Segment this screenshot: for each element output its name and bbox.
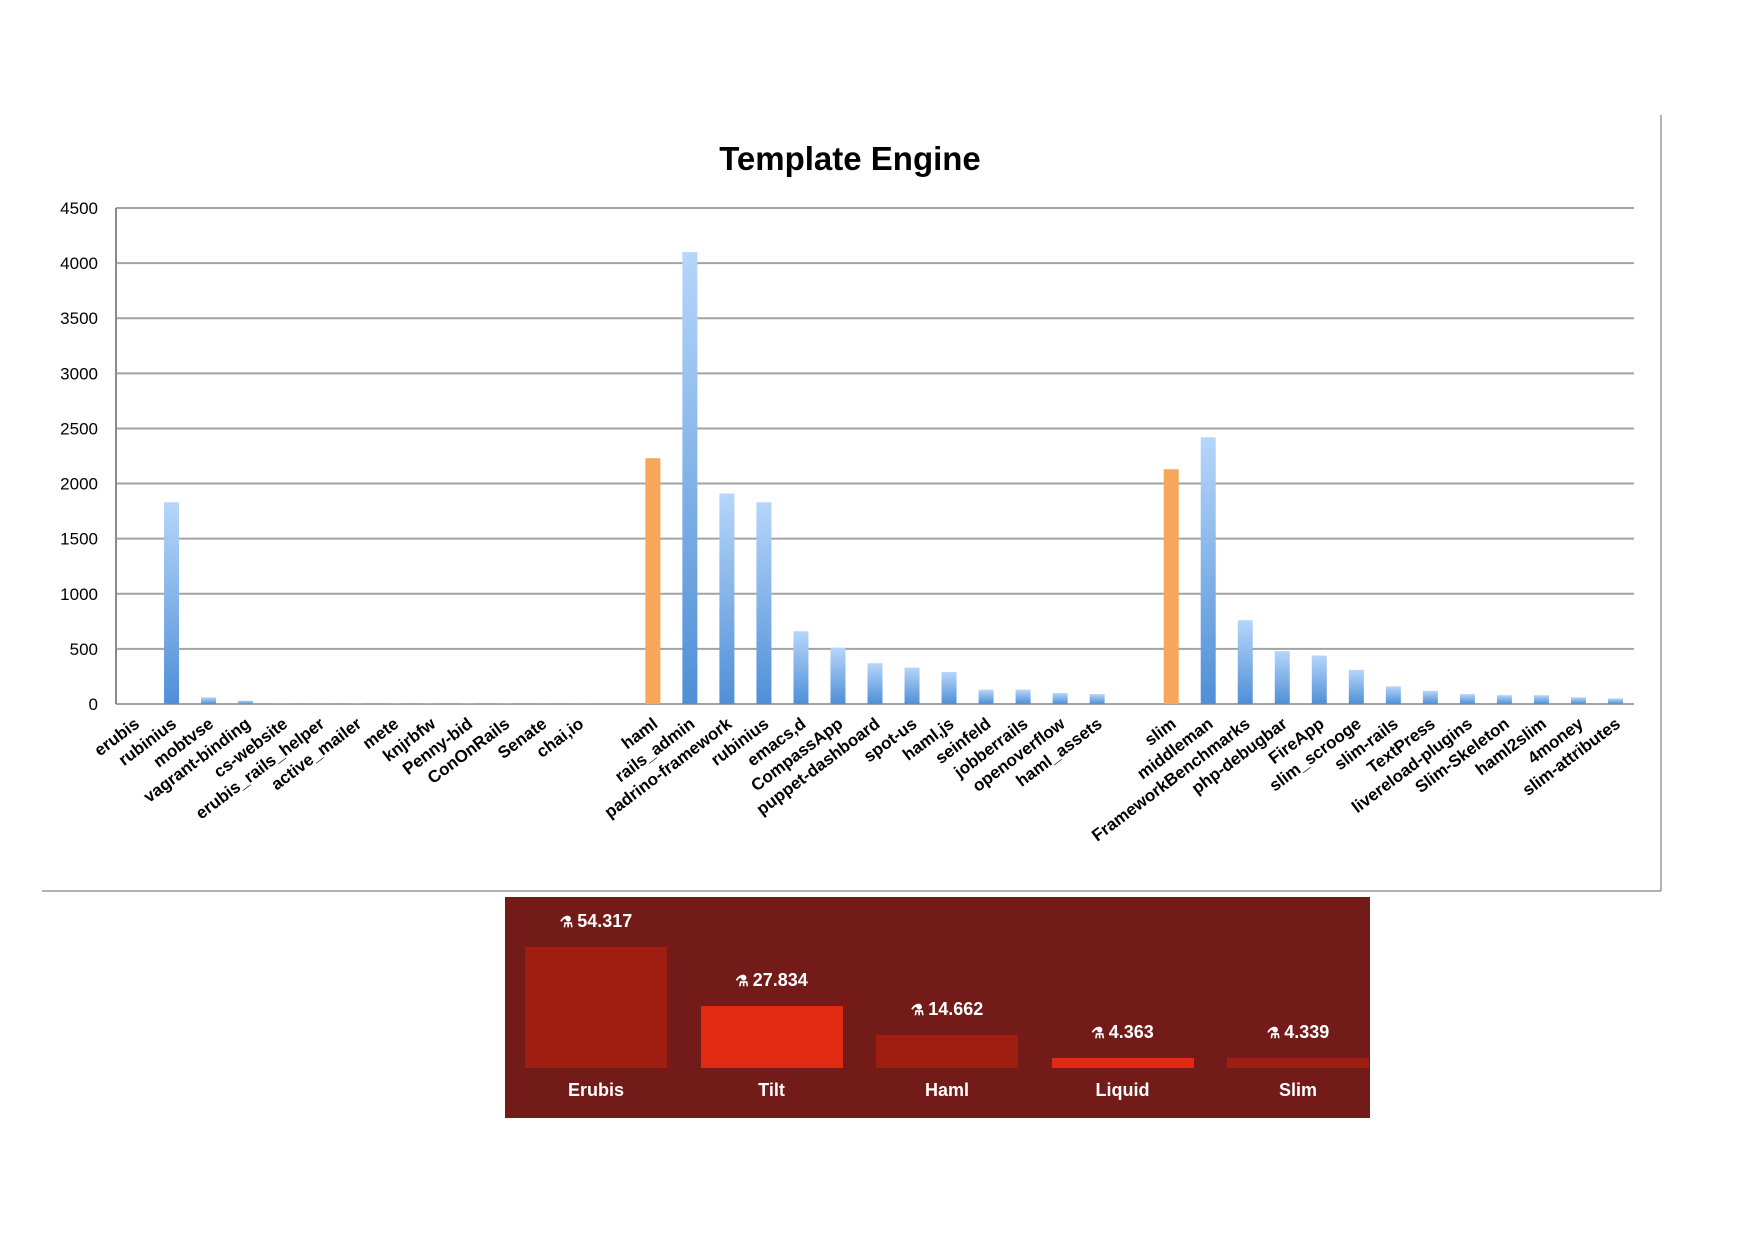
bar-puppet-dashboard <box>867 663 883 704</box>
bar-jobberrails <box>1015 689 1031 704</box>
bar-padrino-framework <box>719 493 735 704</box>
y-tick-label: 500 <box>70 640 98 659</box>
benchmark-label: Erubis <box>567 1080 624 1100</box>
bar-haml <box>645 458 661 704</box>
benchmark-bar <box>1227 1058 1369 1068</box>
benchmark-value-text: 4.339 <box>1284 1022 1330 1043</box>
bar-seinfeld <box>978 689 994 704</box>
y-tick-label: 3500 <box>60 309 98 328</box>
benchmark-bar <box>1051 1058 1194 1068</box>
bar-middleman <box>1200 437 1216 704</box>
benchmark-item-liquid: ⚗ 4.363 Liquid <box>1051 897 1194 1118</box>
bar-spot-us <box>904 667 920 704</box>
bar-vagrant-binding <box>238 700 254 704</box>
benchmark-bar <box>700 1005 843 1068</box>
benchmark-value-text: 14.662 <box>928 999 984 1020</box>
bar-compassapp <box>830 647 846 704</box>
bar-mobtvse <box>201 697 217 704</box>
bar-slim-attributes <box>1607 698 1623 704</box>
bar-slim <box>1163 469 1179 704</box>
y-tick-label: 4500 <box>60 199 98 218</box>
flask-icon: ⚗ <box>1266 1025 1281 1043</box>
benchmark-item-tilt: ⚗ 27.834 Tilt <box>700 897 843 1118</box>
y-tick-label: 3000 <box>60 364 98 383</box>
benchmark-item-haml: ⚗ 14.662 Haml <box>876 897 1018 1118</box>
flask-icon: ⚗ <box>910 1002 925 1020</box>
bar-frameworkbenchmarks <box>1237 620 1253 704</box>
benchmark-value-text: 4.363 <box>1108 1022 1154 1043</box>
bar-rubinius <box>756 502 772 704</box>
benchmark-value: ⚗ 4.363 <box>1052 1022 1194 1043</box>
y-tick-label: 2000 <box>60 475 98 494</box>
benchmark-label: Liquid <box>1095 1080 1150 1100</box>
benchmark-value: ⚗ 54.317 <box>525 911 667 932</box>
bar-haml-js <box>941 672 957 704</box>
bar-php-debugbar <box>1274 651 1290 704</box>
benchmark-label: Tilt <box>758 1080 785 1100</box>
bar-rubinius <box>164 502 180 704</box>
y-tick-label: 1000 <box>60 585 98 604</box>
y-tick-label: 0 <box>89 695 98 714</box>
y-tick-label: 2500 <box>60 419 98 438</box>
y-tick-label: 4000 <box>60 254 98 273</box>
benchmark-label: Haml <box>924 1080 969 1100</box>
flask-icon: ⚗ <box>735 972 749 990</box>
bar-slim-scrooge <box>1348 669 1364 704</box>
benchmark-value: ⚗ 4.339 <box>1227 1022 1369 1043</box>
benchmark-value: ⚗ 14.662 <box>876 999 1018 1020</box>
benchmark-item-slim: ⚗ 4.339 Slim <box>1227 897 1369 1118</box>
bar-slim-rails <box>1385 686 1401 704</box>
bar-erubis-rails-helper <box>312 703 328 704</box>
bar-fireapp <box>1311 655 1327 704</box>
y-tick-label: 1500 <box>60 530 98 549</box>
benchmark-bar <box>876 1035 1018 1068</box>
benchmark-panel: ⚗ 54.317 Erubis ⚗ 27.834 Tilt ⚗ 14.662 Haml ⚗ 4.36… <box>505 897 1370 1118</box>
chart-title: Template Engine <box>719 140 981 177</box>
benchmark-value-text: 54.317 <box>577 911 633 931</box>
bar-textpress <box>1422 690 1438 704</box>
benchmark-value: ⚗ 27.834 <box>701 970 843 991</box>
benchmark-bar <box>525 947 667 1068</box>
bar-openoverflow <box>1052 692 1068 704</box>
bar-rails-admin <box>682 252 698 705</box>
benchmark-label: Slim <box>1278 1080 1317 1100</box>
bar-slim-skeleton <box>1496 695 1512 704</box>
flask-icon: ⚗ <box>1091 1025 1105 1043</box>
benchmark-item-erubis: ⚗ 54.317 Erubis <box>525 897 667 1118</box>
bar-haml-assets <box>1089 694 1105 704</box>
bar-emacs-d <box>793 631 809 704</box>
flask-icon: ⚗ <box>559 914 574 931</box>
bar-haml2slim <box>1533 695 1549 704</box>
bar-4money <box>1570 697 1586 704</box>
benchmark-value-text: 27.834 <box>752 969 808 990</box>
bar-cs-website <box>275 703 291 704</box>
bar-livereload-plugins <box>1459 694 1475 704</box>
